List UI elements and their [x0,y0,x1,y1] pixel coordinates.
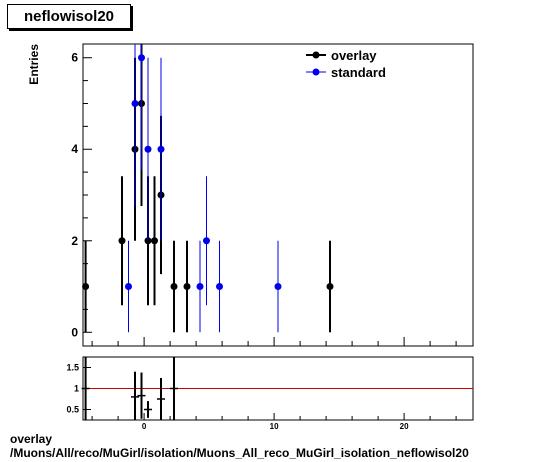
ratio-y-tick-label: 0.5 [66,405,79,415]
standard-point [125,283,132,291]
ratio-y-tick-label: 1.5 [66,363,79,373]
overlay-point [326,283,334,291]
ratio-x-tick-label: 20 [400,422,409,430]
footer-line-1: overlay [10,432,53,446]
y-tick-label: 2 [71,234,78,248]
standard-point [144,145,152,153]
chart-canvas: 0 2 4 6 Entries overlay standard 0.5 1 1.5 0 10 20 [27,43,474,430]
overlay-point [183,283,191,291]
y-tick-label: 0 [71,325,78,339]
legend-standard-marker [312,68,320,76]
overlay-point [118,237,126,245]
standard-point [131,99,139,107]
legend-overlay-label: overlay [331,48,377,63]
ratio-x-tick-label: 10 [270,422,279,430]
footer-line-2: /Muons/All/reco/MuGirl/isolation/Muons_A… [10,446,469,460]
standard-point [274,283,282,291]
legend-overlay-marker [312,51,320,59]
ratio-y-tick-label: 1 [74,384,79,394]
y-axis-label: Entries [27,44,41,85]
standard-point [216,283,223,291]
y-tick-label: 6 [71,51,78,65]
overlay-point [151,237,158,245]
histogram-title: neflowisol20 [7,4,131,29]
footer-caption: overlay /Muons/All/reco/MuGirl/isolation… [10,432,469,460]
y-tick-label: 4 [71,142,78,156]
overlay-point [170,283,178,291]
standard-point [157,145,165,153]
standard-point [196,283,204,291]
standard-point [203,237,210,245]
overlay-point [82,283,90,291]
ratio-x-tick-label: 0 [142,422,147,430]
legend-standard-label: standard [331,65,386,80]
standard-point [138,54,145,62]
